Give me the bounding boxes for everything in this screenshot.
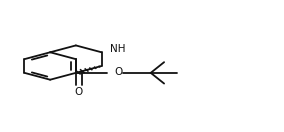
Text: NH: NH: [110, 44, 126, 54]
Text: O: O: [114, 67, 122, 77]
Text: O: O: [75, 87, 83, 97]
